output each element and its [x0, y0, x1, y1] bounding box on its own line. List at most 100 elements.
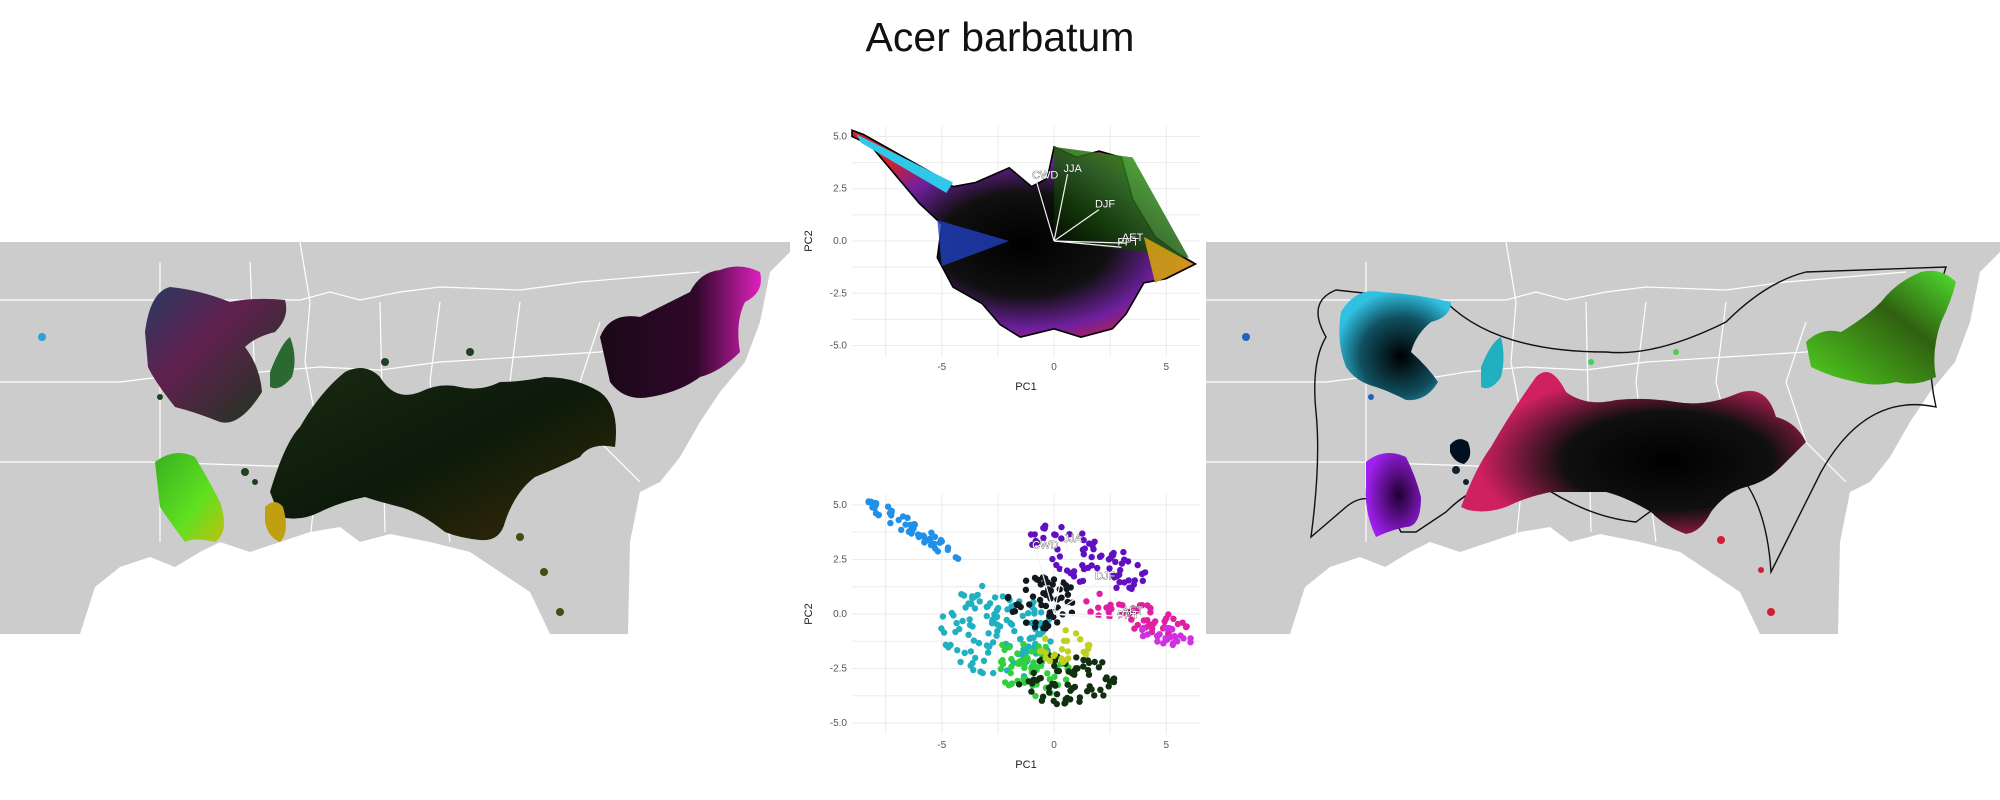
scatter-point	[1139, 577, 1146, 584]
scatter-point	[1051, 662, 1058, 670]
scatter-point	[1019, 612, 1026, 620]
scatter-point	[1047, 638, 1054, 645]
scatter-point	[1170, 615, 1177, 622]
scatter-point	[1080, 663, 1087, 670]
scatter-point	[921, 539, 928, 546]
range-texas	[155, 453, 224, 542]
scatter-point	[966, 621, 974, 629]
scatter-point	[1128, 585, 1135, 592]
point-cloud	[851, 129, 1198, 339]
scatter-point	[1025, 678, 1032, 685]
y-tick-label: 5.0	[833, 131, 847, 142]
scatter-point	[1100, 692, 1107, 699]
x-tick-label: 0	[1051, 362, 1057, 373]
scatter-point	[960, 592, 968, 599]
scatter-point	[1120, 548, 1127, 556]
scatter-point	[1154, 638, 1161, 645]
scatter-point	[1085, 645, 1092, 653]
scatter-point	[1042, 649, 1049, 657]
scatter-point	[944, 546, 951, 553]
scatter-point	[1179, 619, 1186, 626]
scatter-point	[1187, 639, 1194, 646]
scatter-point	[1094, 564, 1101, 572]
range-texas	[1365, 453, 1421, 537]
scatter-point	[1064, 648, 1072, 655]
scatter-point	[1097, 686, 1104, 693]
scatter-point	[1062, 582, 1070, 589]
scatter-point	[1033, 539, 1041, 546]
scatter-point	[959, 617, 966, 625]
scatter-point	[1037, 674, 1044, 682]
dot-red-1	[1717, 536, 1725, 544]
hull-cyan-tail	[856, 134, 954, 193]
scatter-point	[1058, 646, 1066, 653]
scatter-point	[1023, 619, 1030, 626]
scatter-point	[1021, 664, 1028, 671]
scatter-point	[999, 593, 1006, 600]
scatter-point	[1088, 686, 1095, 693]
scatter-point	[1056, 553, 1064, 560]
scatter-point	[1066, 531, 1073, 538]
axes: -5 0 5 -5.0 -2.5 0.0 2.5 5.0 PC1 PC2	[803, 500, 1170, 771]
scatter-point	[961, 649, 968, 656]
x-tick-label: 5	[1164, 740, 1170, 751]
scatter-point	[971, 605, 979, 612]
scatter-point	[989, 639, 997, 646]
scatter-point	[1050, 697, 1057, 705]
scatter-point	[997, 665, 1005, 673]
scatter-point	[1121, 556, 1128, 563]
scatter-point	[991, 611, 998, 618]
scatter-point	[1001, 646, 1008, 654]
scatter-point	[1064, 681, 1071, 688]
scatter-point	[1044, 670, 1051, 677]
scatter-point	[1036, 657, 1043, 665]
x-tick-label: -5	[937, 740, 946, 751]
scatter-point	[1042, 635, 1049, 642]
scatter-point	[1138, 570, 1146, 578]
scatter-point	[1004, 594, 1012, 602]
vector-cwd	[1035, 180, 1055, 242]
hull-yellow-wedge	[1143, 236, 1194, 283]
scatter-point	[1080, 648, 1087, 656]
scatter-point	[1080, 536, 1087, 544]
scatter-point	[1058, 535, 1065, 542]
vector-aet	[1054, 240, 1126, 244]
scatter-point	[970, 637, 978, 644]
scatter-point	[1095, 604, 1102, 611]
scatter-point	[1031, 610, 1038, 617]
scatter-point	[1038, 609, 1045, 616]
vector-ppt	[1054, 613, 1122, 622]
scatter-point	[865, 498, 872, 505]
scatter-point	[1110, 678, 1118, 686]
scatter-point	[1095, 664, 1103, 671]
scatter-point	[1042, 621, 1049, 629]
scatter-point	[920, 532, 927, 539]
scatter-point	[976, 598, 983, 605]
scatter-point	[1064, 591, 1072, 598]
scatter-point	[1183, 623, 1190, 630]
scatter-point	[1136, 602, 1144, 609]
scatter-point	[952, 554, 959, 561]
vector-label-jja: JJA	[1064, 533, 1083, 545]
scatter-point	[1108, 551, 1116, 558]
x-tick-label: 0	[1051, 740, 1057, 751]
scatter-point	[1062, 676, 1070, 683]
scatter-point	[1045, 684, 1053, 691]
range-small-1	[270, 337, 295, 389]
axes: -5 0 5 -5.0 -2.5 0.0 2.5 5.0 PC1 PC2	[803, 131, 1170, 390]
scatter-point	[1008, 680, 1016, 687]
y-tick-label: -5.0	[830, 341, 848, 352]
scatter-point	[1069, 685, 1076, 692]
dot-dark-4	[381, 358, 389, 366]
scatter-point	[1160, 640, 1167, 647]
scatter-point	[1089, 542, 1096, 549]
range-small-2	[1450, 439, 1471, 464]
range-northwest	[1339, 291, 1451, 401]
right-map-svg	[1206, 242, 2000, 634]
scatter-point	[1162, 635, 1169, 642]
scatter-point	[1008, 663, 1015, 670]
scatter-point	[1076, 578, 1084, 585]
